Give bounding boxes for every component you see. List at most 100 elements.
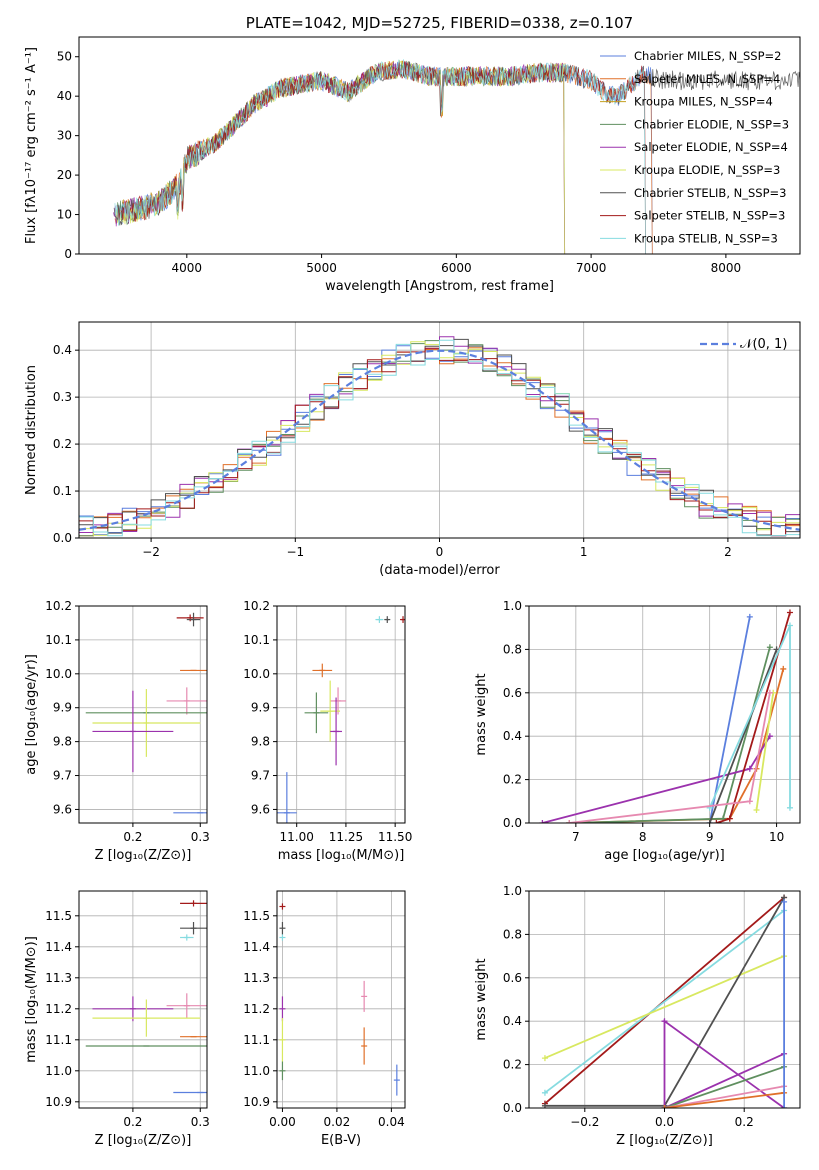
mass_vs_EBV-x-tick-label: 0.00 [269, 1115, 296, 1129]
spectrum-title: PLATE=1042, MJD=52725, FIBERID=0338, z=0… [246, 14, 633, 32]
massweight_vs_age-series-line [708, 649, 778, 823]
mass_vs_Z-x-tick-label: 0.2 [123, 1115, 142, 1129]
massweight_vs_Z-marker [541, 1055, 548, 1062]
spectrum-x-axis-label: wavelength [Angstrom, rest frame] [325, 279, 554, 294]
age_vs_mass-x-axis-label: mass [log₁₀(M/M⊙)] [278, 848, 405, 863]
mass_vs_EBV-frame [276, 890, 406, 1109]
massweight_vs_age-series-line [716, 612, 791, 823]
mass_vs_Z-y-tick-label: 11.1 [45, 1033, 72, 1047]
residuals-x-tick-label: −2 [142, 545, 160, 559]
age_vs_mass-y-tick-label: 9.6 [251, 802, 270, 816]
age_vs_mass-x-tick-label: 11.50 [378, 830, 412, 844]
legend-gaussian-label: 𝒩(0, 1) [740, 337, 787, 352]
age_vs_mass-y-tick-label: 10.1 [243, 633, 270, 647]
mass_vs_Z-y-tick-label: 10.9 [45, 1095, 72, 1109]
mass_vs_EBV-y-tick-label: 11.4 [243, 940, 270, 954]
massweight_vs_Z-y-tick-label: 1.0 [503, 884, 522, 898]
massweight_vs_age-y-tick-label: 0.6 [503, 686, 522, 700]
massweight_vs_age-y-tick-label: 1.0 [503, 599, 522, 613]
massweight_vs_age-y-axis-label: mass weight [474, 673, 489, 755]
spectrum-x-tick-label: 4000 [172, 261, 203, 275]
massweight_vs_age-marker [753, 806, 760, 813]
mass_vs_EBV-y-tick-label: 10.9 [243, 1095, 270, 1109]
massweight_vs_age-y-tick-label: 0.4 [503, 729, 522, 743]
mass_vs_EBV-y-tick-label: 11.5 [243, 909, 270, 923]
massweight_vs_age-x-tick-label: 9 [706, 830, 714, 844]
massweight_vs_Z-marker [781, 1105, 788, 1108]
legend-label: Salpeter STELIB, N_SSP=3 [634, 209, 785, 223]
spectrum-y-tick-label: 40 [57, 89, 72, 103]
legend-label: Salpeter MILES, N_SSP=4 [634, 72, 780, 86]
spectrum-series-line [114, 59, 646, 254]
gaussian-curve [79, 349, 800, 531]
residuals-x-tick-label: 0 [436, 545, 444, 559]
massweight_vs_age-x-tick-label: 8 [639, 830, 647, 844]
age_vs_Z-x-tick-label: 0.2 [123, 830, 142, 844]
massweight_vs_Z-y-tick-label: 0.0 [503, 1101, 522, 1115]
age_vs_Z-y-axis-label: age [log₁₀(age/yr)] [24, 654, 39, 775]
residuals-y-tick-label: 0.1 [53, 484, 72, 498]
residuals-x-tick-label: −1 [286, 545, 304, 559]
massweight_vs_Z-x-axis-label: Z [log₁₀(Z/Z⊙)] [616, 1133, 713, 1148]
spectrum-frame [78, 36, 801, 255]
legend-label: Chabrier MILES, N_SSP=2 [634, 49, 781, 63]
massweight_vs_Z-y-tick-label: 0.6 [503, 971, 522, 985]
age_vs_Z-plot-area [79, 606, 207, 823]
legend-label: Kroupa MILES, N_SSP=4 [634, 95, 773, 109]
massweight_vs_age-marker [766, 689, 773, 696]
legend-label: Chabrier STELIB, N_SSP=3 [634, 186, 786, 200]
age_vs_Z-y-tick-label: 9.7 [53, 769, 72, 783]
spectrum-y-tick-label: 30 [57, 129, 72, 143]
massweight_vs_Z-x-tick-label: 0.0 [655, 1115, 674, 1129]
spectrum-plot: 4000 5000 6000 7000 8000 0 10 20 30 40 50 [57, 36, 801, 275]
age_vs_mass-y-tick-label: 10.2 [243, 599, 270, 613]
massweight_vs_Z-y-tick-label: 0.4 [503, 1014, 522, 1028]
massweight_vs_Z-y-axis-label: mass weight [474, 958, 489, 1040]
age_vs_Z-y-tick-label: 9.9 [53, 701, 72, 715]
age_vs_mass-y-tick-label: 10.0 [243, 667, 270, 681]
residuals-plot-area [79, 322, 800, 538]
age_vs_mass-plot-area [277, 606, 405, 823]
residuals-x-tick-label: 1 [580, 545, 588, 559]
massweight_vs_age-marker [706, 820, 713, 823]
massweight_vs_age-frame [528, 605, 801, 824]
mass_vs_EBV-plot-area [277, 891, 405, 1108]
spectrum-x-tick-label: 8000 [711, 261, 742, 275]
age_vs_Z-plot: 0.2 0.3 9.6 9.7 9.8 9.9 10.0 10.1 10.2 [45, 599, 210, 844]
mass_vs_Z-plot-area [79, 891, 207, 1108]
mass_vs_EBV-y-tick-label: 11.1 [243, 1033, 270, 1047]
massweight_vs_age-marker [786, 622, 793, 629]
spectrum-y-axis-label: Flux [fλ10⁻¹⁷ erg cm⁻² s⁻¹ A⁻¹] [24, 47, 39, 244]
massweight_vs_age-x-axis-label: age [log₁₀(age/yr)] [604, 848, 725, 863]
age_vs_mass-plot: 11.00 11.25 11.50 9.6 9.7 9.8 9.9 10.0 10.1 10.2 [243, 599, 412, 844]
massweight_vs_Z-marker [541, 1089, 548, 1096]
residuals-y-tick-label: 0.3 [53, 390, 72, 404]
spectrum-x-tick-label: 6000 [441, 261, 472, 275]
age_vs_Z-x-axis-label: Z [log₁₀(Z/Z⊙)] [95, 848, 192, 863]
spectrum-plot-area [113, 59, 800, 254]
age_vs_Z-frame [78, 605, 208, 824]
residuals-x-axis-label: (data-model)/error [379, 563, 500, 578]
massweight_vs_age-x-tick-label: 10 [769, 830, 784, 844]
spectrum-series-line [115, 60, 566, 254]
mass_vs_Z-y-tick-label: 11.2 [45, 1002, 72, 1016]
massweight_vs_age-marker [539, 820, 546, 823]
massweight_vs_age-marker [746, 765, 753, 772]
spectrum-x-tick-label: 7000 [576, 261, 607, 275]
spectrum-y-tick-label: 10 [57, 208, 72, 222]
massweight_vs_age-marker [746, 613, 753, 620]
massweight_vs_age-plot-area [529, 606, 800, 823]
legend-label: Kroupa STELIB, N_SSP=3 [634, 231, 778, 245]
legend-label: Kroupa ELODIE, N_SSP=3 [634, 163, 780, 177]
mass_vs_Z-x-tick-label: 0.3 [191, 1115, 210, 1129]
mass_vs_EBV-x-axis-label: E(B-V) [321, 1133, 361, 1148]
mass_vs_EBV-y-tick-label: 11.2 [243, 1002, 270, 1016]
massweight_vs_Z-series-line [664, 1091, 785, 1108]
mass_vs_EBV-y-tick-label: 11.0 [243, 1064, 270, 1078]
massweight_vs_Z-plot: −0.2 0.0 0.2 0.0 0.2 0.4 0.6 0.8 1.0 [503, 884, 801, 1129]
age_vs_Z-y-tick-label: 10.1 [45, 633, 72, 647]
massweight_vs_Z-x-tick-label: −0.2 [570, 1115, 599, 1129]
mass_vs_Z-frame [78, 890, 208, 1109]
massweight_vs_age-marker [713, 820, 720, 823]
